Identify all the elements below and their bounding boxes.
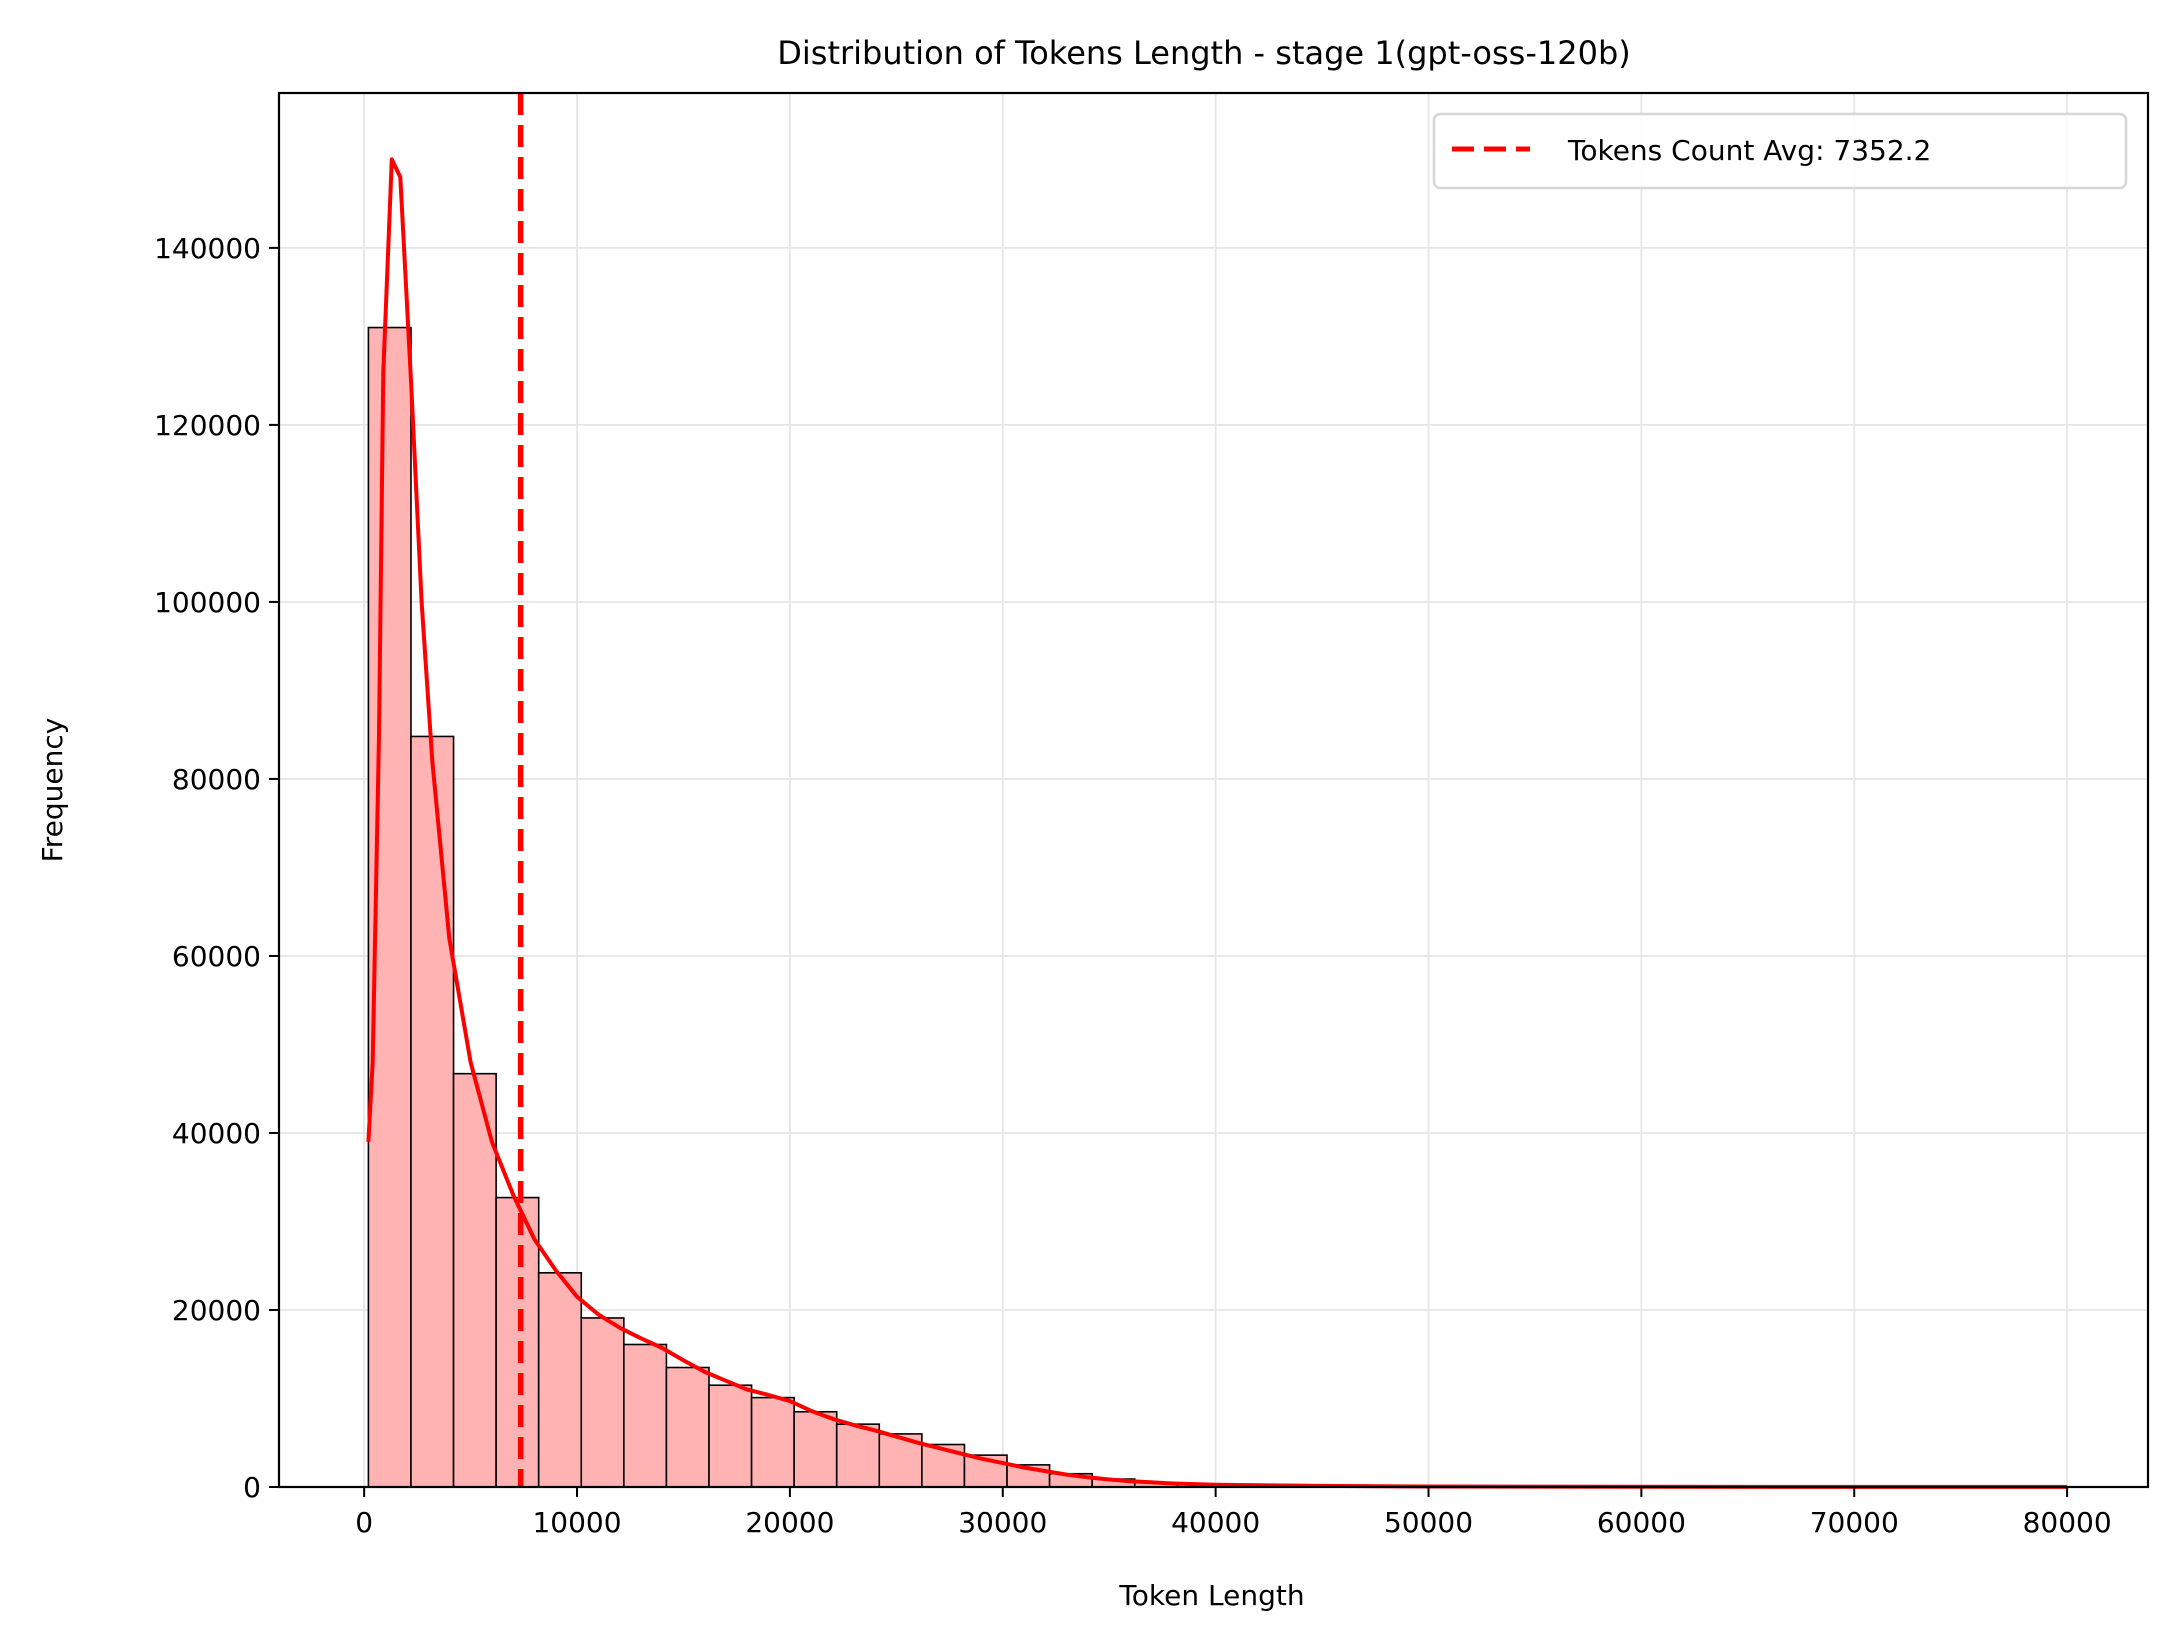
x-tick-label: 10000 — [532, 1506, 621, 1539]
plot-frame — [277, 91, 2150, 1489]
histogram-bar — [750, 1396, 795, 1488]
histogram-bar — [410, 735, 455, 1488]
x-tick-label: 80000 — [2023, 1506, 2112, 1539]
x-tick-label: 70000 — [1810, 1506, 1899, 1539]
x-tick-label: 30000 — [958, 1506, 1047, 1539]
x-tick-label: 40000 — [1171, 1506, 1260, 1539]
legend: Tokens Count Avg: 7352.2 — [1432, 112, 2128, 190]
histogram-bar — [665, 1366, 710, 1488]
y-tick-label: 140000 — [154, 232, 261, 265]
kde-curve — [366, 157, 2068, 1489]
x-tick-label: 20000 — [745, 1506, 834, 1539]
x-tick-label: 60000 — [1597, 1506, 1686, 1539]
histogram-bar — [708, 1384, 753, 1488]
histogram-bar — [537, 1272, 583, 1488]
histogram-bar — [878, 1433, 923, 1488]
histogram-bar — [495, 1196, 540, 1488]
x-tick-label: 0 — [355, 1506, 373, 1539]
y-tick-label: 120000 — [154, 409, 261, 442]
histogram-bar — [835, 1423, 881, 1488]
y-tick-label: 80000 — [172, 763, 261, 796]
y-tick-label: 20000 — [172, 1294, 261, 1327]
legend-box — [1432, 112, 2128, 190]
y-tick-label: 100000 — [154, 586, 261, 619]
y-axis-label: Frequency — [36, 718, 69, 863]
histogram-bars — [367, 326, 1264, 1488]
histogram-bar — [580, 1317, 625, 1488]
kde-line — [366, 157, 2068, 1489]
legend-label: Tokens Count Avg: 7352.2 — [1567, 134, 1931, 167]
axes — [277, 91, 2150, 1489]
x-axis-ticks: 0 10000 20000 30000 40000 50000 60000 70000 8000… — [355, 1487, 2112, 1539]
chart-title: Distribution of Tokens Length - stage 1(… — [777, 34, 1631, 72]
x-tick-label: 50000 — [1384, 1506, 1473, 1539]
y-tick-label: 40000 — [172, 1117, 261, 1150]
y-axis-ticks: 0 20000 40000 60000 80000 100000 120000 140000 — [154, 232, 279, 1504]
y-tick-label: 60000 — [172, 940, 261, 973]
histogram-bar — [623, 1343, 668, 1488]
x-axis-label: Token Length — [1118, 1579, 1304, 1612]
y-tick-label: 0 — [243, 1471, 261, 1504]
histogram-bar — [793, 1410, 838, 1488]
